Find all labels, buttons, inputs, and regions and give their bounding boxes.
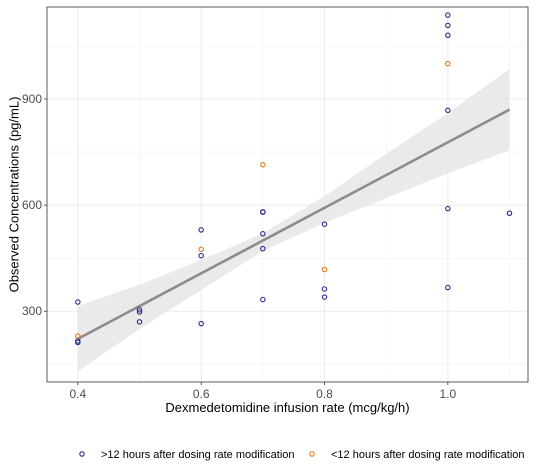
- point-gt12: [198, 320, 204, 327]
- point-gt12: [321, 286, 328, 292]
- confidence-band: [77, 68, 510, 372]
- point-gt12: [445, 32, 451, 39]
- legend: >12 hours after dosing rate modification…: [79, 449, 525, 461]
- confidence-band-area: [77, 68, 510, 372]
- x-tick-label: 0.8: [316, 387, 333, 401]
- point-gt12: [136, 307, 143, 313]
- point-gt12: [75, 339, 81, 346]
- y-tick-label: 300: [22, 304, 42, 318]
- point-gt12: [321, 221, 328, 227]
- point-gt12: [136, 319, 143, 325]
- point-gt12: [260, 209, 266, 215]
- regression-line: [77, 108, 511, 340]
- y-tick-label: 900: [22, 92, 42, 106]
- point-lt12: [321, 266, 328, 273]
- gridlines: [47, 7, 528, 382]
- y-tick-label: 600: [22, 198, 42, 212]
- point-gt12: [198, 227, 204, 233]
- point-gt12: [445, 284, 451, 291]
- point-lt12: [260, 162, 266, 168]
- legend-label-gt12: >12 hours after dosing rate modification: [101, 449, 295, 461]
- point-gt12: [445, 22, 451, 29]
- point-gt12: [198, 252, 204, 259]
- point-gt12: [260, 245, 266, 252]
- y-axis-ticks: 300 600 900: [22, 92, 47, 318]
- panel-border: [46, 6, 529, 383]
- point-lt12: [445, 60, 451, 67]
- point-gt12: [321, 294, 328, 300]
- plot-area: [46, 6, 529, 383]
- y-axis-title: Observed Concentrations (pg/mL): [7, 97, 22, 293]
- point-gt12: [260, 296, 266, 303]
- x-tick-label: 1.0: [439, 387, 456, 401]
- legend-marker-lt12: [309, 451, 315, 457]
- x-tick-label: 0.6: [193, 387, 210, 401]
- point-lt12: [198, 246, 204, 253]
- point-gt12: [445, 12, 451, 18]
- legend-label-lt12: <12 hours after dosing rate modification: [331, 449, 525, 461]
- data-points: [75, 12, 513, 346]
- x-axis-ticks: 0.4 0.6 0.8 1.0: [69, 382, 456, 401]
- point-gt12: [75, 299, 81, 305]
- legend-marker-gt12: [79, 451, 85, 457]
- point-gt12: [445, 205, 451, 212]
- x-axis-title: Dexmedetomidine infusion rate (mcg/kg/h): [165, 400, 409, 415]
- point-gt12: [136, 309, 143, 315]
- x-tick-label: 0.4: [69, 387, 86, 401]
- point-gt12: [445, 107, 451, 114]
- point-gt12: [260, 231, 266, 237]
- point-gt12: [506, 210, 513, 217]
- fit-line-group: [77, 108, 511, 340]
- point-lt12: [75, 333, 81, 339]
